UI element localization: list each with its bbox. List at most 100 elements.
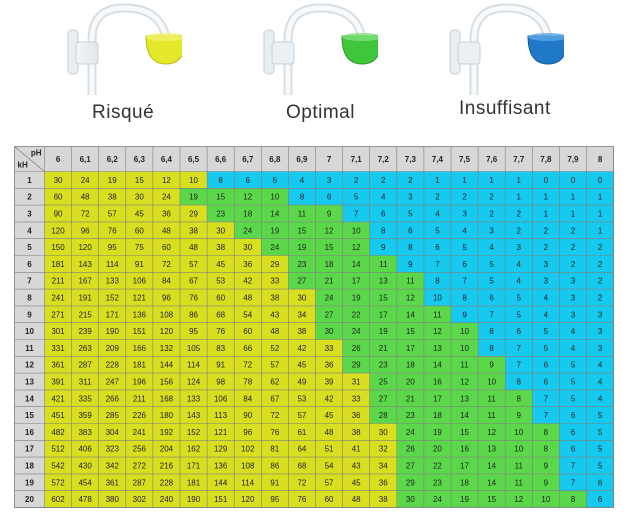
co2-value: 6 <box>327 193 332 202</box>
co2-cell <box>586 423 614 441</box>
co2-cell <box>152 406 180 424</box>
co2-cell <box>125 221 153 239</box>
co2-cell <box>586 305 614 323</box>
co2-cell <box>44 423 72 441</box>
co2-cell <box>532 373 560 390</box>
co2-value: 108 <box>241 462 255 471</box>
co2-cell <box>207 406 235 424</box>
co2-value: 121 <box>133 294 147 303</box>
co2-value: 33 <box>270 277 279 286</box>
co2-cell <box>478 490 506 508</box>
co2-value: 13 <box>379 277 388 286</box>
co2-cell <box>315 490 343 508</box>
co2-cell <box>369 457 397 474</box>
co2-cell <box>234 440 262 458</box>
co2-value: 10 <box>460 344 469 353</box>
column-header-ph: 6,1 <box>80 155 92 164</box>
co2-cell <box>180 188 208 206</box>
co2-cell <box>71 272 99 290</box>
co2-cell <box>180 205 208 222</box>
co2-value: 19 <box>433 428 442 437</box>
co2-cell <box>396 171 424 189</box>
co2-cell <box>396 322 424 340</box>
co2-cell <box>396 289 424 306</box>
co2-cell <box>505 440 533 458</box>
co2-cell <box>152 188 180 206</box>
corner-diagonal <box>14 146 45 172</box>
co2-value: 11 <box>487 394 496 403</box>
co2-cell <box>44 238 72 256</box>
co2-cell <box>532 406 560 424</box>
co2-cell <box>180 339 208 357</box>
co2-value: 19 <box>297 243 306 252</box>
header-column-bg <box>14 146 45 508</box>
co2-cell <box>451 205 479 222</box>
co2-cell <box>288 473 316 491</box>
co2-cell <box>396 473 424 491</box>
co2-value: 136 <box>133 310 147 319</box>
co2-cell <box>396 221 424 239</box>
co2-value: 1 <box>517 176 522 185</box>
co2-value: 91 <box>270 478 279 487</box>
co2-value: 60 <box>216 294 225 303</box>
co2-cell <box>98 423 126 441</box>
co2-cell <box>44 406 72 424</box>
co2-cell <box>315 473 343 491</box>
co2-value: 1 <box>598 193 603 202</box>
co2-cell <box>234 339 262 357</box>
co2-cell <box>342 205 370 222</box>
co2-cell <box>261 373 289 390</box>
co2-cell <box>315 255 343 273</box>
co2-value: 6 <box>598 495 603 504</box>
co2-value: 9 <box>517 411 522 420</box>
co2-value: 2 <box>408 176 413 185</box>
co2-cell <box>234 490 262 508</box>
co2-value: 60 <box>135 226 144 235</box>
co2-cell <box>152 490 180 508</box>
co2-cell <box>396 406 424 424</box>
co2-value: 342 <box>106 462 120 471</box>
co2-cell <box>44 322 72 340</box>
co2-cell <box>125 406 153 424</box>
co2-cell <box>98 373 126 390</box>
co2-cell <box>478 238 506 256</box>
co2-cell <box>505 356 533 374</box>
co2-cell <box>152 423 180 441</box>
co2-cell <box>234 356 262 374</box>
co2-cell <box>207 188 235 206</box>
co2-value: 76 <box>270 428 279 437</box>
co2-cell <box>505 272 533 290</box>
co2-value: 30 <box>325 327 334 336</box>
co2-value: 68 <box>216 310 225 319</box>
co2-cell <box>586 238 614 256</box>
co2-value: 19 <box>460 495 469 504</box>
co2-cell <box>369 423 397 441</box>
co2-value: 45 <box>325 411 334 420</box>
co2-value: 9 <box>381 243 386 252</box>
co2-value: 72 <box>243 361 252 370</box>
co2-cell <box>559 457 587 474</box>
co2-value: 240 <box>160 495 174 504</box>
co2-value: 5 <box>598 462 603 471</box>
co2-value: 38 <box>189 226 198 235</box>
co2-value: 18 <box>433 411 442 420</box>
co2-value: 133 <box>106 277 120 286</box>
column-header-ph: 7 <box>327 155 332 164</box>
co2-cell <box>261 205 289 222</box>
co2-value: 54 <box>325 462 334 471</box>
co2-value: 38 <box>216 243 225 252</box>
co2-value: 17 <box>460 462 469 471</box>
co2-value: 30 <box>243 243 252 252</box>
co2-cell <box>342 255 370 273</box>
co2-cell <box>396 423 424 441</box>
co2-cell <box>478 339 506 357</box>
co2-value: 143 <box>187 411 201 420</box>
drop-checker-yellow-illustration <box>62 0 182 100</box>
row-header-kh: 20 <box>25 495 34 504</box>
co2-value: 2 <box>489 193 494 202</box>
co2-value: 30 <box>54 176 63 185</box>
co2-value: 23 <box>433 478 442 487</box>
co2-cell <box>98 305 126 323</box>
co2-cell <box>396 272 424 290</box>
co2-cell <box>478 255 506 273</box>
